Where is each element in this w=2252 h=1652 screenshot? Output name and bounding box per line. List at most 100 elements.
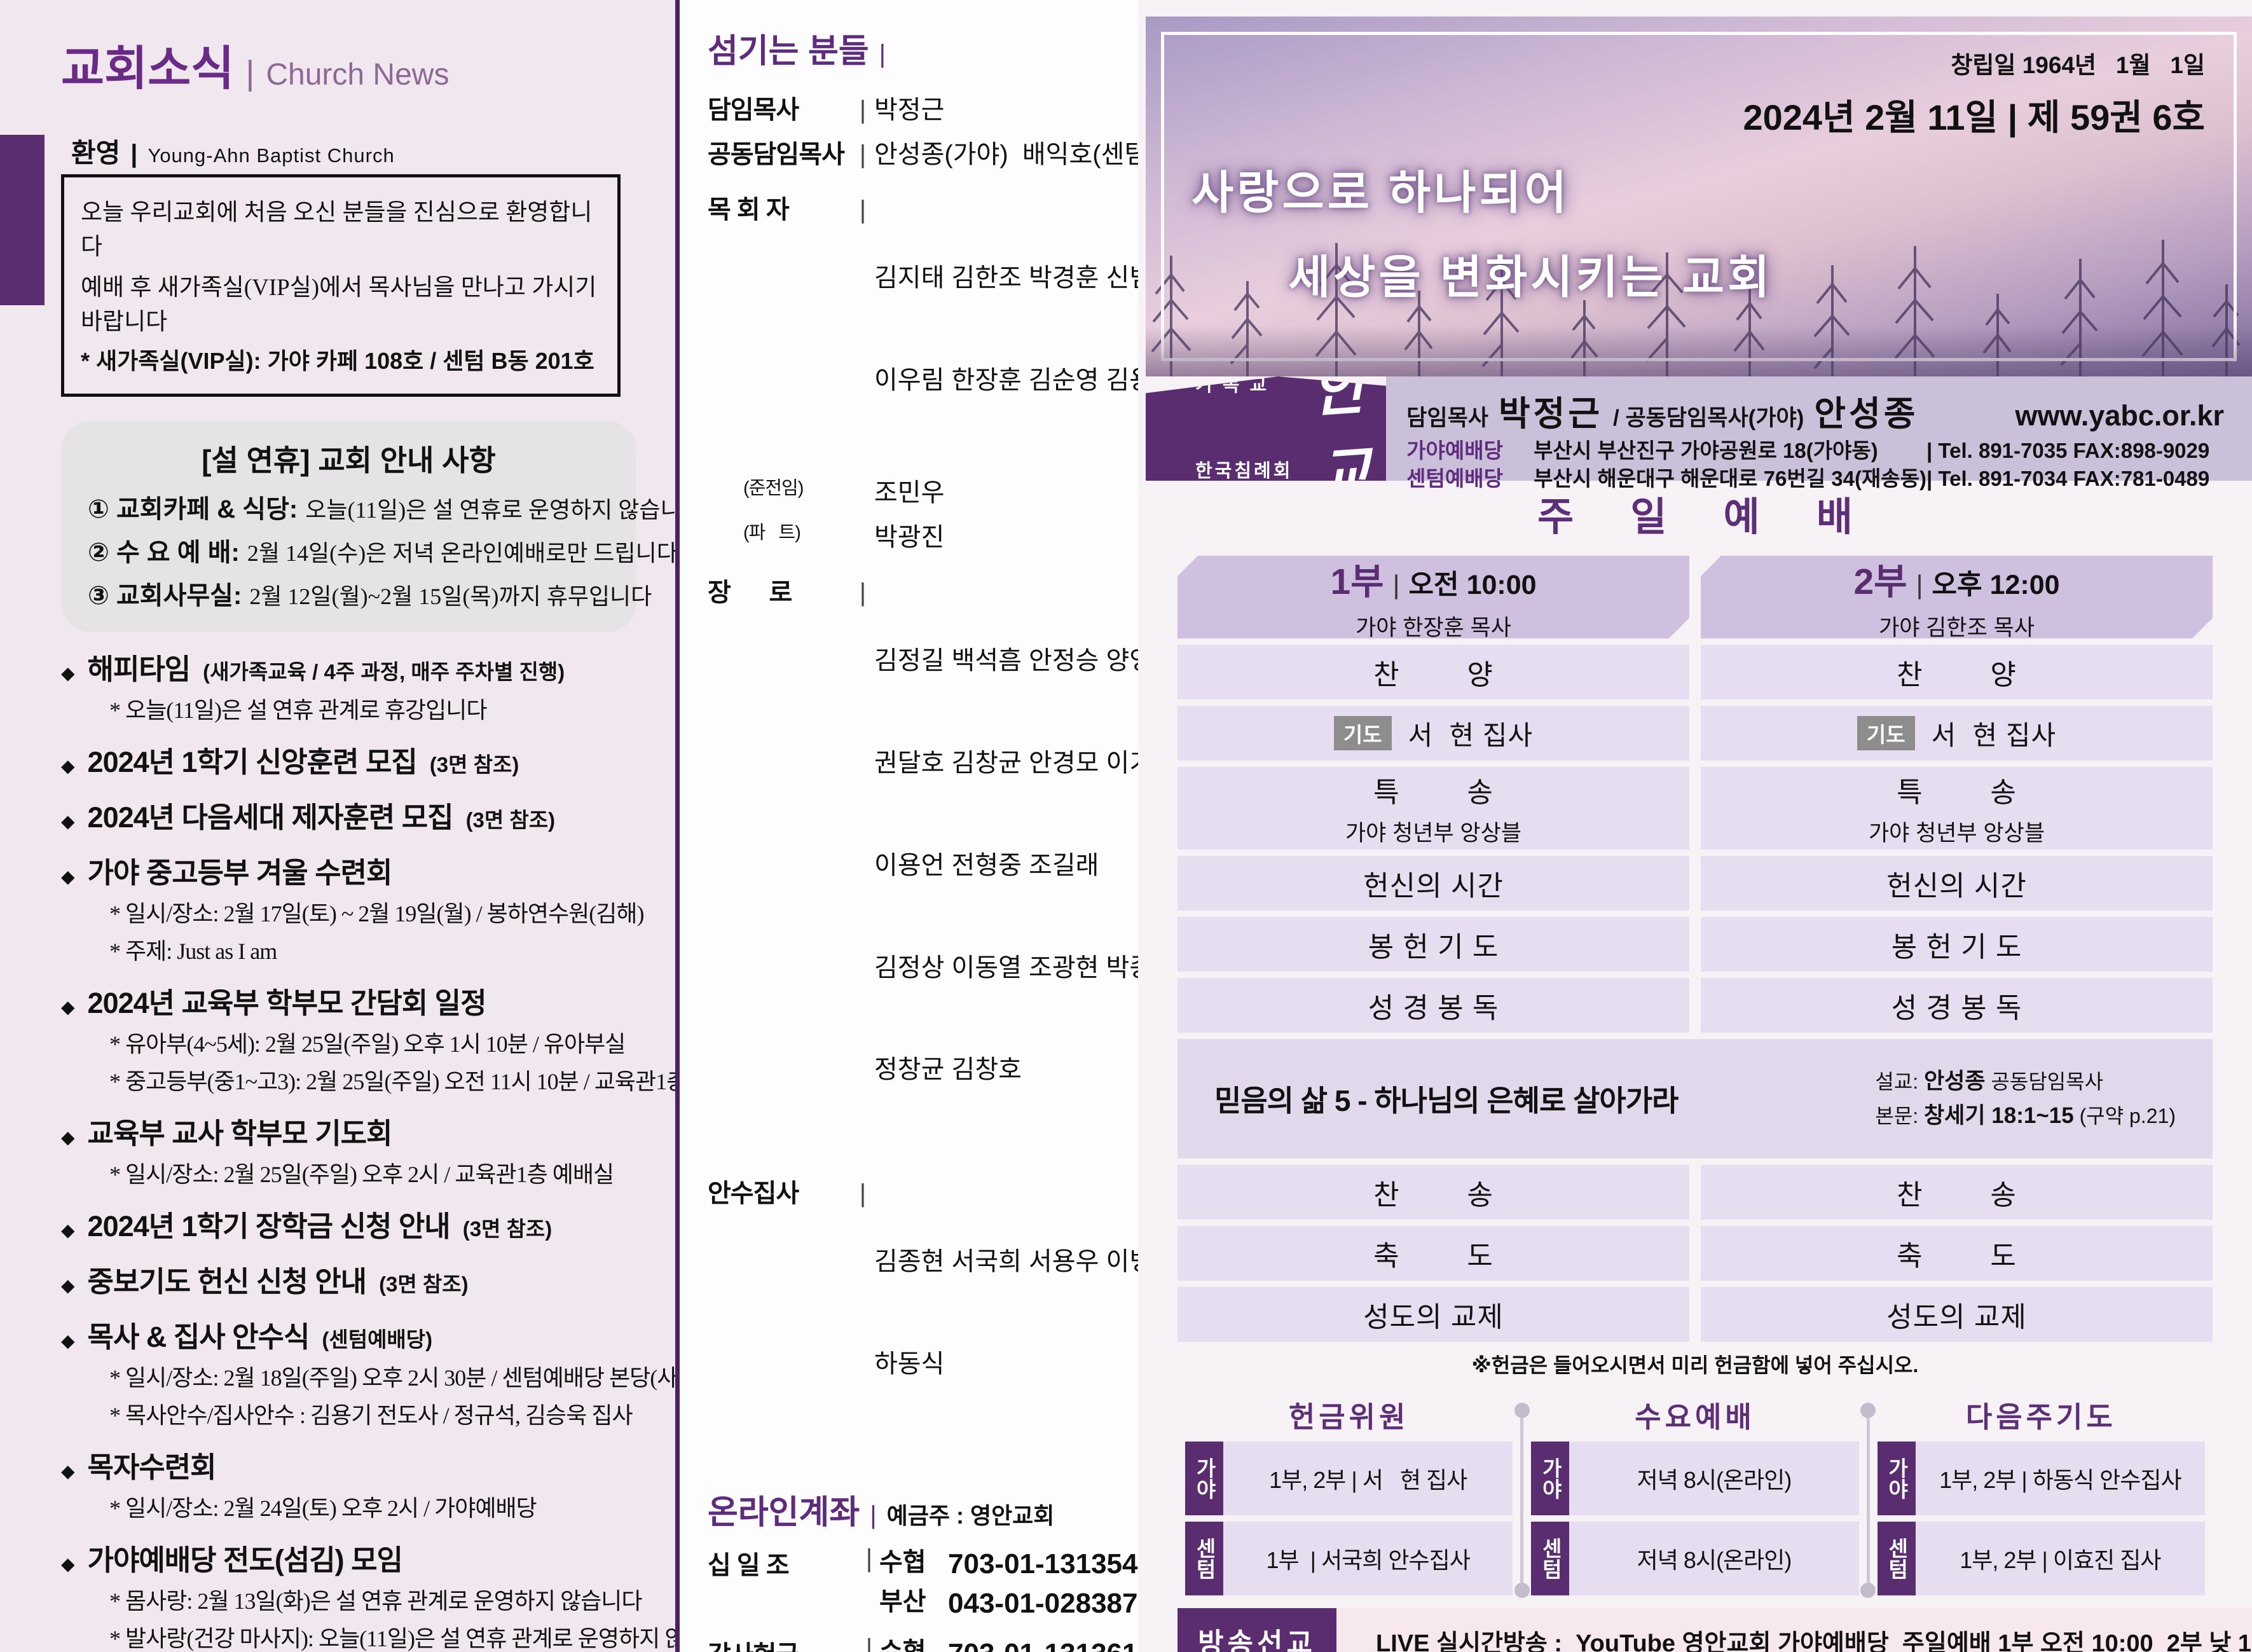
duty-row: 가야 1부, 2부 | 하동식 안수집사 bbox=[1877, 1442, 2205, 1515]
side-tab-decoration bbox=[0, 135, 45, 305]
campus-address: 부산시 해운대구 해운대로 76번길 34(재송동) bbox=[1534, 467, 1926, 491]
winter-forest-photo: 창립일 1964년 1월 1일 2024년 2월 11일 | 제 59권 6호 … bbox=[1146, 17, 2252, 376]
notice-note: (3면 참조) bbox=[462, 1217, 553, 1241]
welcome-english: Young-Ahn Baptist Church bbox=[148, 144, 395, 167]
divider: | bbox=[859, 1180, 867, 1208]
order-praise: 찬 양 bbox=[1701, 645, 2213, 699]
prayer-badge: 기도 bbox=[1333, 716, 1392, 750]
separator-line bbox=[1520, 1403, 1524, 1595]
notice-title: 해피타임 bbox=[87, 653, 191, 685]
service-part: 1부 bbox=[1330, 561, 1384, 602]
worship-section: 주 일 예 배 1부 | 오전 10:00 가야 한장훈 목사 2부 | 오후 … bbox=[1138, 481, 2252, 1652]
notice-note: (새가족교육 / 4주 과정, 매주 주차별 진행) bbox=[203, 660, 565, 684]
servant-row: 목 회 자 | 김지태 김한조 박경훈 신범식 이우림 한장훈 김순영 김용기 bbox=[708, 193, 1138, 466]
service-2-header: 2부 | 오후 12:00 가야 김한조 목사 bbox=[1701, 556, 2213, 638]
account-type: 감사헌금 bbox=[708, 1634, 859, 1652]
notice-title: 2024년 다음세대 제자훈련 모집 bbox=[87, 801, 454, 834]
duty-row: 가야 1부, 2부 | 서 현 집사 bbox=[1185, 1442, 1513, 1515]
church-contact-info: 담임목사 박정근 / 공동담임목사(가야) 안성종 www.yabc.or.kr… bbox=[1386, 376, 2252, 490]
servant-row: 안수집사 | 김종현 서국희 서용우 이병재 하동식 bbox=[708, 1177, 1138, 1450]
order-scripture-reading: 성 경 봉 독 bbox=[1177, 978, 1689, 1033]
diamond-bullet: ◆ bbox=[61, 756, 75, 776]
order-dedication: 헌신의 시간 bbox=[1177, 856, 1689, 911]
divider: | bbox=[859, 140, 867, 169]
pastor-name: 박정근 bbox=[1498, 395, 1603, 433]
service-part: 2부 bbox=[1853, 561, 1907, 602]
notice: ◆ 2024년 1학기 신앙훈련 모집 (3면 참조) bbox=[61, 739, 650, 780]
duty-title: 다음주기도 bbox=[1965, 1401, 2117, 1433]
holiday-item-text: 오늘(11일)은 설 연휴로 운영하지 않습니다 bbox=[305, 497, 675, 523]
broadcast-label: 방송선교 bbox=[1177, 1608, 1336, 1652]
welcome-line: 예배 후 새가족실(VIP실)에서 목사님을 만나고 가시기 바랍니다 bbox=[81, 275, 597, 335]
broadcast-bar: 방송선교 LIVE 실시간방송 : YouTube 영안교회 가야예배당 주일예… bbox=[1177, 1608, 2252, 1652]
servant-names: 안성종(가야) 배익호(센텀) bbox=[874, 140, 1138, 169]
duty-row: 센텀 1부, 2부 | 이효진 집사 bbox=[1877, 1522, 2205, 1595]
duty-text: 저녁 8시(온라인) bbox=[1569, 1442, 1859, 1515]
duty-wednesday-service: 수요예배 가야 저녁 8시(온라인) 센텀 저녁 8시(온라인) bbox=[1523, 1394, 1866, 1595]
church-slogan: 사랑으로 하나되어 세상을 변화시키는 교회 bbox=[1191, 155, 1773, 306]
sermon-passage-line: 본문: 창세기 18:1~15 (구약 p.21) bbox=[1875, 1103, 2176, 1128]
order-hymn: 찬 송 bbox=[1177, 1165, 1689, 1220]
order-special-song: 특 송 가야 청년부 앙상블 bbox=[1701, 767, 2213, 850]
notice-note: (센텀예배당) bbox=[322, 1328, 433, 1351]
service-time: 오전 10:00 bbox=[1408, 569, 1537, 600]
campus-tag: 센텀 bbox=[1877, 1522, 1916, 1595]
diamond-bullet: ◆ bbox=[61, 1220, 75, 1240]
account-entry: 수협 703-01-131354 bbox=[879, 1548, 1138, 1580]
holiday-item: ② 수 요 예 배: 2월 14일(수)은 저녁 온라인예배로만 드립니다 bbox=[88, 532, 675, 568]
notice-sub: * 오늘(11일)은 설 연휴 관계로 휴강입니다 bbox=[109, 698, 487, 723]
servants-header: 섬기는 분들 | bbox=[708, 24, 1119, 72]
servant-row: 공동담임목사 | 안성종(가야) 배익호(센텀) bbox=[708, 138, 1138, 172]
notice-heading: ◆ 2024년 다음세대 제자훈련 모집 (3면 참조) bbox=[61, 794, 650, 836]
duty-row: 센텀 저녁 8시(온라인) bbox=[1531, 1522, 1859, 1595]
diamond-bullet: ◆ bbox=[61, 1461, 75, 1481]
campus-tag: 센텀 bbox=[1185, 1522, 1223, 1595]
campus-tag: 가야 bbox=[1877, 1442, 1916, 1515]
divider-space bbox=[851, 476, 874, 511]
divider: | bbox=[865, 1634, 873, 1652]
notice-heading: ◆ 가야예배당 전도(섬김) 모임 bbox=[61, 1537, 650, 1578]
order-benediction: 축 도 bbox=[1177, 1226, 1689, 1281]
online-accounts: 온라인계좌 | 예금주 : 영안교회 십 일 조 | 수협 703-01-1313… bbox=[708, 1485, 1138, 1652]
notice-title: 가야 중고등부 겨울 수련회 bbox=[87, 857, 393, 889]
campus-phone: | Tel. 891-7034 FAX:781-0489 bbox=[1926, 467, 2210, 491]
order-fellowship: 성도의 교제 bbox=[1701, 1287, 2213, 1342]
diamond-bullet: ◆ bbox=[61, 867, 75, 886]
notice-note: (3면 참조) bbox=[465, 808, 556, 832]
separator-line bbox=[1866, 1403, 1870, 1595]
welcome-line: * 새가족실(VIP실): 가야 카페 108호 / 센텀 B동 201호 bbox=[81, 348, 594, 374]
servant-names: 김정길 백석흠 안정승 양영광 권달호 김창균 안경모 이기호 이용언 전형중 … bbox=[874, 647, 1138, 1084]
worship-order-table: 1부 | 오전 10:00 가야 한장훈 목사 2부 | 오후 12:00 가야… bbox=[1177, 556, 2213, 1342]
co-pastor-label: / 공동담임목사(가야) bbox=[1613, 406, 1804, 430]
duty-title: 수요예배 bbox=[1635, 1401, 1755, 1433]
account-holder: 예금주 : 영안교회 bbox=[886, 1502, 1055, 1529]
campus-phone: | Tel. 891-7035 FAX:898-9029 bbox=[1926, 439, 2210, 462]
diamond-bullet: ◆ bbox=[61, 663, 75, 683]
notice-heading: ◆ 해피타임 (새가족교육 / 4주 과정, 매주 주차별 진행) bbox=[61, 646, 650, 687]
notice-note: (3면 참조) bbox=[379, 1272, 469, 1296]
notice-heading: ◆ 목사 & 집사 안수식 (센텀예배당) bbox=[61, 1314, 650, 1355]
welcome-label: 환영 | Young-Ahn Baptist Church bbox=[61, 132, 621, 177]
account-type: 십 일 조 bbox=[708, 1551, 790, 1580]
holiday-item-label: ① 교회카페 & 식당: bbox=[88, 495, 298, 523]
servant-role: 공동담임목사 bbox=[708, 140, 845, 169]
order-special-song: 특 송 가야 청년부 앙상블 bbox=[1177, 767, 1689, 850]
servant-names: 조민우 bbox=[874, 478, 945, 507]
welcome-word: 환영 bbox=[71, 138, 121, 168]
duty-row: 센텀 1부 | 서국희 안수집사 bbox=[1185, 1522, 1513, 1595]
notice: ◆ 가야예배당 전도(섬김) 모임 * 몸사랑: 2월 13일(화)은 설 연휴 … bbox=[61, 1537, 675, 1652]
notice: ◆ 2024년 다음세대 제자훈련 모집 (3면 참조) bbox=[61, 794, 650, 836]
special-song-performer: 가야 청년부 앙상블 bbox=[1868, 820, 2045, 846]
divider: | bbox=[859, 96, 867, 124]
order-fellowship: 성도의 교제 bbox=[1177, 1287, 1689, 1342]
co-pastor-name: 안성종 bbox=[1814, 395, 1919, 433]
prayer-badge: 기도 bbox=[1857, 716, 1915, 750]
special-song-performer: 가야 청년부 앙상블 bbox=[1345, 820, 1522, 846]
divider: | bbox=[859, 579, 867, 607]
issue-date: 2024년 2월 11일 | 제 59권 6호 bbox=[1743, 97, 2206, 137]
notice-sub: * 중고등부(중1~고3): 2월 25일(주일) 오전 11시 10분 / 교… bbox=[109, 1069, 675, 1094]
divider: | bbox=[879, 40, 886, 68]
notice-sub: * 일시/장소: 2월 25일(주일) 오후 2시 / 교육관1층 예배실 bbox=[109, 1162, 614, 1187]
